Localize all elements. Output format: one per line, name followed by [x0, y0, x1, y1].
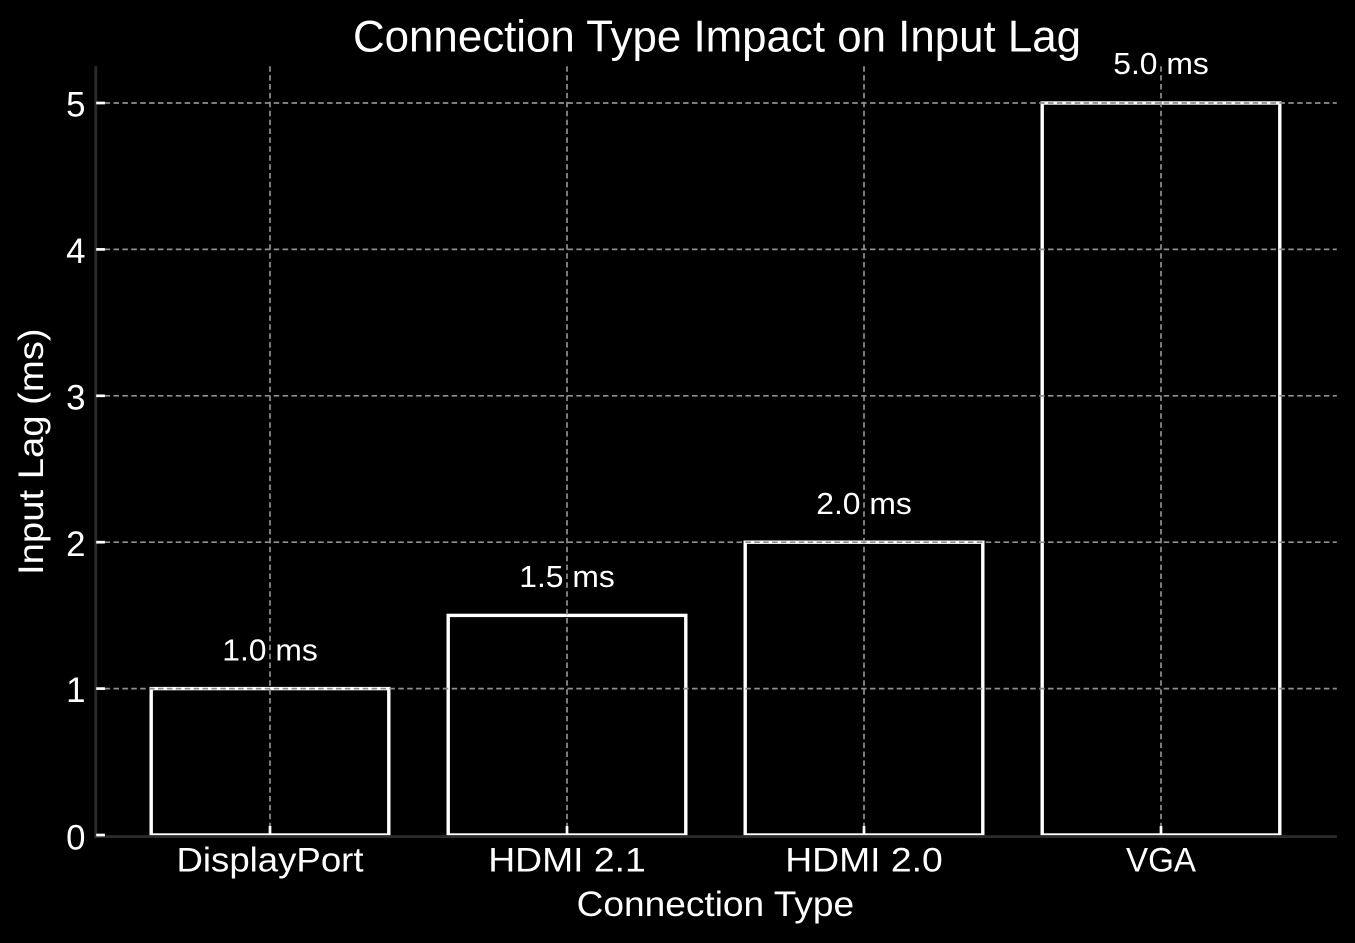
- svg-text:1.5 ms: 1.5 ms: [519, 559, 615, 594]
- svg-text:3: 3: [66, 378, 85, 417]
- svg-text:Connection Type: Connection Type: [577, 885, 855, 924]
- svg-text:5: 5: [66, 86, 85, 125]
- svg-text:1: 1: [66, 671, 85, 710]
- svg-text:HDMI 2.1: HDMI 2.1: [488, 842, 646, 880]
- svg-text:2: 2: [66, 525, 85, 564]
- svg-text:0: 0: [66, 818, 85, 857]
- svg-text:2.0 ms: 2.0 ms: [816, 486, 912, 521]
- svg-text:5.0 ms: 5.0 ms: [1113, 46, 1209, 81]
- svg-text:VGA: VGA: [1126, 842, 1196, 880]
- svg-text:DisplayPort: DisplayPort: [177, 842, 365, 880]
- svg-text:4: 4: [66, 232, 85, 271]
- svg-text:1.0 ms: 1.0 ms: [222, 632, 318, 667]
- svg-text:Connection Type Impact on Inpu: Connection Type Impact on Input Lag: [353, 12, 1081, 61]
- svg-text:HDMI 2.0: HDMI 2.0: [785, 842, 943, 880]
- svg-text:Input Lag (ms): Input Lag (ms): [12, 328, 51, 575]
